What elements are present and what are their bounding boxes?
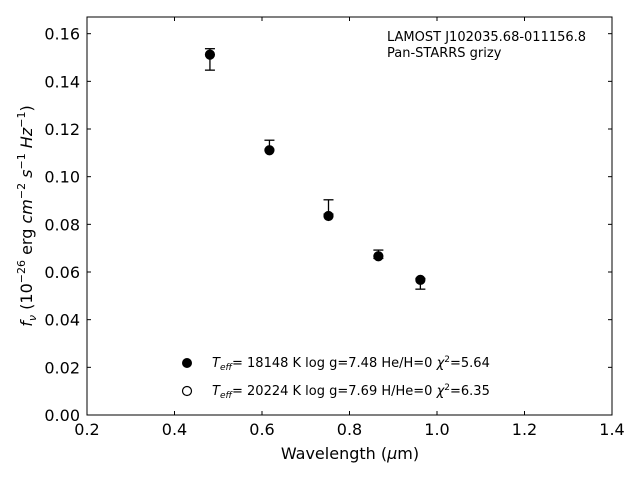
- x-tick-label: 0.6: [249, 420, 274, 439]
- x-tick-label: 0.2: [74, 420, 99, 439]
- model-point-1: [373, 251, 384, 262]
- model-point-1: [204, 49, 216, 60]
- model-point-1: [264, 145, 275, 156]
- y-tick-label: 0.16: [44, 25, 80, 44]
- y-tick-label: 0.00: [44, 406, 80, 425]
- legend-marker-open: [181, 385, 193, 397]
- y-tick-label: 0.04: [44, 311, 80, 330]
- annotation-survey-name: Pan-STARRS grizy: [387, 46, 502, 61]
- y-tick-label: 0.08: [44, 215, 80, 234]
- y-tick-label: 0.12: [44, 120, 80, 139]
- legend: Teff= 18148 K log g=7.48 He/H=0 χ2=5.64 …: [181, 355, 490, 401]
- legend-label-model-2: Teff= 20224 K log g=7.69 H/He=0 χ2=6.35: [212, 383, 490, 401]
- y-tick-label: 0.06: [44, 263, 80, 282]
- y-axis-label: fν (10−26 erg cm−2 s−1 Hz−1): [15, 105, 39, 326]
- x-tick-label: 1.2: [512, 420, 537, 439]
- y-tick-label: 0.14: [44, 72, 80, 91]
- y-tick-label: 0.10: [44, 168, 80, 187]
- x-axis-label: Wavelength (μm): [281, 444, 419, 463]
- annotation-object-name: LAMOST J102035.68-011156.8: [387, 30, 586, 45]
- x-tick-label: 1.0: [424, 420, 449, 439]
- x-tick-label: 0.8: [337, 420, 362, 439]
- model-point-1: [323, 210, 334, 222]
- x-tick-label: 1.4: [599, 420, 624, 439]
- model-point-1: [415, 274, 426, 285]
- legend-label-model-1: Teff= 18148 K log g=7.48 He/H=0 χ2=5.64: [212, 355, 490, 373]
- plot-area: 0.2 0.4 0.6 0.8 1.0 1.2 1.4 0.00 0.02 0.04 0.06 0.0…: [44, 16, 625, 439]
- y-tick-label: 0.02: [44, 358, 80, 377]
- x-tick-label: 0.4: [162, 420, 187, 439]
- legend-marker-filled: [182, 358, 192, 368]
